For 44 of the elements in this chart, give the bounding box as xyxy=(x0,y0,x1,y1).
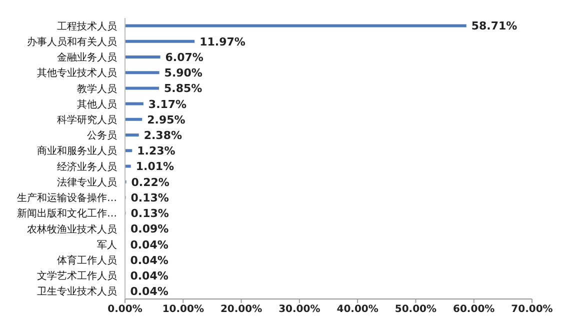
y-tick-label: 办事人员和有关人员 xyxy=(27,36,117,48)
data-label: 0.04% xyxy=(130,238,168,252)
data-label: 1.23% xyxy=(137,144,176,158)
data-label: 5.90% xyxy=(164,66,202,80)
y-tick-label: 教学人员 xyxy=(77,82,117,95)
x-tick-label: 20.00% xyxy=(220,304,262,316)
y-tick-label: 商业和服务业人员 xyxy=(37,145,117,158)
y-tick-label: 农林牧渔业技术人员 xyxy=(27,223,117,236)
y-tick-label: 公务员 xyxy=(87,130,117,142)
y-tick-label: 生产和运输设备操作… xyxy=(17,192,117,204)
data-label: 0.13% xyxy=(130,207,169,220)
x-tick-label: 30.00% xyxy=(278,304,320,316)
x-tick-label: 50.00% xyxy=(394,304,437,316)
y-tick-label: 其他专业技术人员 xyxy=(37,67,117,80)
x-tick-label: 40.00% xyxy=(336,304,378,316)
data-label: 2.95% xyxy=(147,113,186,126)
y-tick-label: 体育工作人员 xyxy=(57,254,117,267)
x-tick-label: 0.00% xyxy=(108,304,142,316)
x-tick-label: 70.00% xyxy=(511,304,553,316)
data-label: 0.04% xyxy=(130,270,168,283)
data-label: 11.97% xyxy=(200,35,246,48)
data-label: 3.17% xyxy=(148,98,187,111)
y-tick-label: 新闻出版和文化工作… xyxy=(17,208,117,220)
data-label: 0.22% xyxy=(131,176,170,189)
x-tick-label: 60.00% xyxy=(453,304,495,316)
y-tick-label: 工程技术人员 xyxy=(57,20,117,32)
data-label: 58.71% xyxy=(471,20,518,33)
y-tick-label: 金融业务人员 xyxy=(57,52,117,64)
data-label: 0.13% xyxy=(130,191,169,204)
data-label: 0.04% xyxy=(130,285,168,298)
y-tick-label: 经济业务人员 xyxy=(57,160,117,173)
data-label: 5.85% xyxy=(164,82,202,96)
data-label: 2.38% xyxy=(144,129,182,142)
data-label: 0.04% xyxy=(130,254,168,267)
y-tick-label: 科学研究人员 xyxy=(57,114,117,126)
y-tick-label: 文学艺术工作人员 xyxy=(37,270,117,282)
data-label: 6.07% xyxy=(165,50,204,64)
data-label: 1.01% xyxy=(136,160,174,174)
y-tick-label: 卫生专业技术人员 xyxy=(37,286,117,298)
y-tick-label: 其他人员 xyxy=(77,98,117,110)
data-label: 0.09% xyxy=(130,222,169,236)
x-tick-label: 10.00% xyxy=(162,304,204,316)
y-tick-label: 军人 xyxy=(97,240,117,251)
y-tick-label: 法律专业人员 xyxy=(57,176,117,188)
